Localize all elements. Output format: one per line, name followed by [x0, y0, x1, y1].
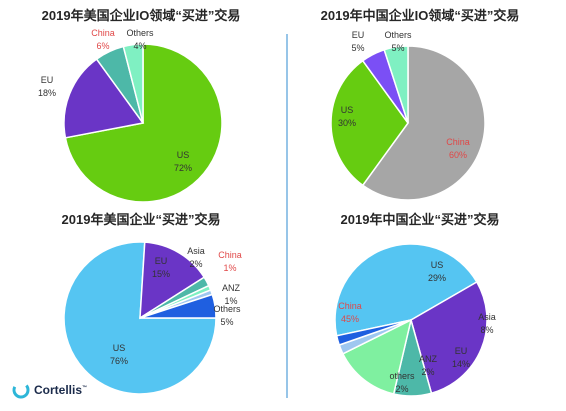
slice-label-china: China — [338, 301, 362, 311]
slice-label-asia: Asia — [478, 312, 496, 322]
slice-value-eu: 15% — [152, 269, 170, 279]
slice-label-asia: Asia — [187, 246, 205, 256]
pie-slice-china — [361, 45, 486, 201]
slice-value-anz: 1% — [224, 296, 237, 306]
slice-value-others: 4% — [133, 41, 146, 51]
slice-value-others: 2% — [395, 384, 408, 394]
chart-title: 2019年美国企业IO领域“买进”交易 — [42, 8, 241, 23]
slice-label-china: China — [91, 28, 115, 38]
pie-slice-us — [330, 59, 409, 187]
chart-title: 2019年中国企业IO领域“买进”交易 — [321, 8, 520, 23]
slice-label-anz: ANZ — [222, 283, 241, 293]
slice-label-eu: EU — [352, 30, 365, 40]
slice-value-eu: 14% — [452, 359, 470, 369]
slice-value-others: 5% — [220, 317, 233, 327]
slice-value-others: 5% — [391, 43, 404, 53]
pie-slice-china — [334, 243, 478, 337]
slice-value-china: 60% — [449, 150, 467, 160]
pie-slice-us — [410, 280, 488, 395]
pie-slice-others — [383, 45, 409, 124]
slice-label-eu: EU — [155, 256, 168, 266]
slice-label-us: US — [341, 105, 354, 115]
chart-title: 2019年中国企业“买进”交易 — [341, 212, 500, 227]
pie-slice-others — [335, 319, 412, 346]
pie-chart-2: 2019年中国企业IO领域“买进”交易 China 60% US 30% EU 5% Othe… — [321, 8, 520, 201]
pie-chart-1: 2019年美国企业IO领域“买进”交易 US 72% EU 18% China 6% Othe… — [38, 8, 241, 203]
cortellis-logo: Cortellis™ — [12, 380, 87, 400]
slice-value-asia: 2% — [189, 259, 202, 269]
pie-chart-3: 2019年美国企业“买进”交易 US 76% EU 15% Asia 2% China 1% AN… — [62, 212, 242, 395]
slice-value-us: 76% — [110, 356, 128, 366]
slice-label-us: US — [113, 343, 126, 353]
slice-value-china: 1% — [223, 263, 236, 273]
pie-slice-others — [122, 43, 144, 124]
slice-label-anz: ANZ — [419, 354, 438, 364]
pie-slice-eu — [63, 58, 145, 139]
pie-slice-eu — [341, 318, 413, 395]
slice-label-us: US — [177, 150, 190, 160]
pie-slice-us — [63, 241, 217, 395]
slice-label-eu: EU — [455, 346, 468, 356]
slice-label-eu: EU — [41, 75, 54, 85]
pie-slice-eu — [139, 241, 206, 320]
pie-slice-others — [139, 293, 217, 319]
cortellis-logo-text: Cortellis™ — [34, 383, 88, 397]
slice-value-us: 30% — [338, 118, 356, 128]
slice-value-anz: 2% — [421, 367, 434, 377]
slice-value-asia: 8% — [480, 325, 493, 335]
cortellis-logo-icon — [12, 381, 30, 399]
pie-chart-4: 2019年中国企业“买进”交易 China 45% US 29% Asia 8% EU 14% A… — [334, 212, 500, 397]
slice-label-others: Others — [384, 30, 412, 40]
slice-value-us: 72% — [174, 163, 192, 173]
slice-label-others: Others — [126, 28, 154, 38]
slice-label-us: US — [431, 260, 444, 270]
slice-value-china: 45% — [341, 314, 359, 324]
chart-title: 2019年美国企业“买进”交易 — [62, 212, 221, 227]
slice-label-china: China — [218, 250, 242, 260]
slice-label-others: Others — [213, 304, 241, 314]
slice-value-eu: 5% — [351, 43, 364, 53]
slice-value-us: 29% — [428, 273, 446, 283]
slice-label-china: China — [446, 137, 470, 147]
slice-label-others: others — [389, 371, 415, 381]
slice-value-china: 6% — [96, 41, 109, 51]
slice-value-eu: 18% — [38, 88, 56, 98]
